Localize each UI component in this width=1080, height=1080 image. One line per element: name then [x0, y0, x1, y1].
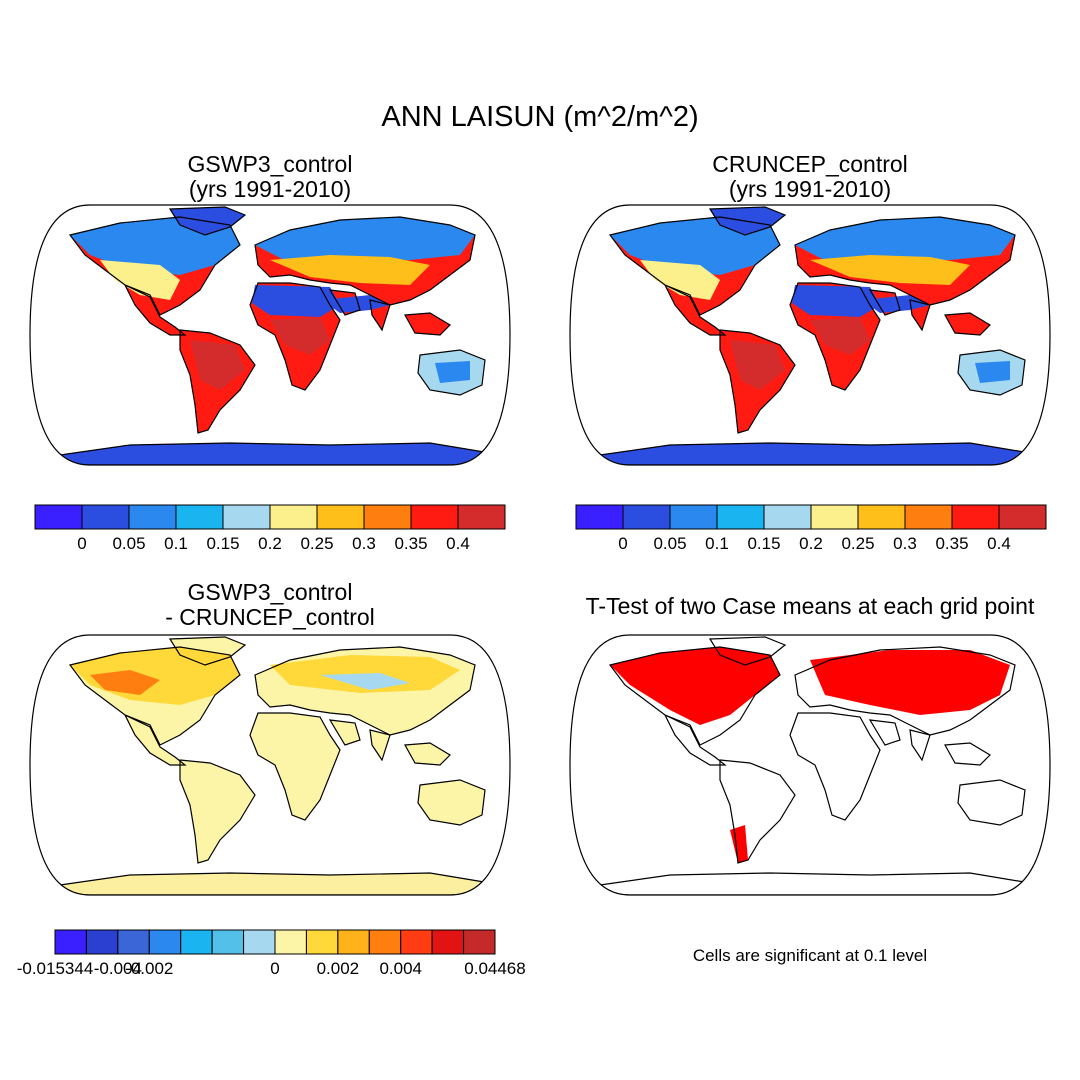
panel-title-line1: GSWP3_control: [187, 151, 353, 177]
colorbar-difference-tick-label: 0.004: [379, 959, 422, 978]
colorbar-cruncep-swatch-0: [575, 504, 624, 530]
colorbar-difference-swatch-6: [243, 929, 276, 955]
panel-title-ttest: T-Test of two Case means at each grid po…: [550, 594, 1070, 619]
panel-title-gswp3: GSWP3_control (yrs 1991-2010): [70, 152, 470, 202]
main-title: ANN LAISUN (m^2/m^2): [381, 101, 699, 133]
colorbar-gswp3-tick-label: 0.4: [446, 534, 470, 553]
colorbar-difference-swatch-5: [211, 929, 245, 955]
colorbar-difference-swatch-9: [337, 929, 370, 955]
colorbar-gswp3-tick-label: 0.3: [352, 534, 376, 553]
colorbar-difference-swatch-3: [148, 929, 182, 955]
colorbar-gswp3-tick-label: 0: [77, 534, 86, 553]
colorbar-gswp3-tick-label: 0.35: [394, 534, 427, 553]
colorbar-difference-swatch-7: [274, 929, 307, 955]
panel-title-cruncep: CRUNCEP_control (yrs 1991-2010): [610, 152, 1010, 202]
colorbar-gswp3-swatch-6: [316, 504, 365, 530]
colorbar-gswp3-swatch-7: [363, 504, 412, 530]
colorbar-cruncep-tick-label: 0.4: [987, 534, 1011, 553]
map-gswp3: [29, 204, 511, 466]
colorbar-gswp3-tick-label: 0.1: [164, 534, 188, 553]
panel-title-line1: CRUNCEP_control: [712, 151, 908, 177]
colorbar-difference-tick-label: -0.015344: [17, 959, 94, 978]
colorbar-cruncep-swatch-1: [622, 504, 671, 530]
colorbar-cruncep-tick-label: 0.3: [893, 534, 917, 553]
panel-title-line2: (yrs 1991-2010): [728, 176, 892, 202]
colorbar-cruncep-tick-label: 0.2: [799, 534, 823, 553]
colorbar-cruncep-tick-label: 0: [618, 534, 627, 553]
colorbar-cruncep-swatch-4: [763, 504, 812, 530]
colorbar-cruncep-swatch-3: [716, 504, 765, 530]
colorbar-difference-swatch-10: [368, 929, 402, 955]
colorbar-gswp3-swatch-4: [222, 504, 271, 530]
colorbar-difference-tick-label: 0.04468: [464, 959, 525, 978]
colorbar-difference-swatch-13: [463, 929, 496, 955]
colorbar-cruncep-tick-label: 0.35: [935, 534, 968, 553]
colorbar-gswp3-swatch-9: [457, 504, 506, 530]
colorbar-gswp3: 0 0.05 0.1 0.15 0.2 0.25 0.3 0.35 0.4: [34, 504, 506, 553]
significance-note: Cells are significant at 0.1 level: [692, 946, 928, 965]
colorbar-cruncep-swatch-6: [857, 504, 906, 530]
map-ttest: [569, 634, 1051, 896]
colorbar-cruncep-swatch-5: [810, 504, 859, 530]
colorbar-difference: -0.015344 -0.004-0.002 0 0.002 0.004 0.04468: [17, 929, 526, 978]
colorbar-gswp3-swatch-1: [81, 504, 130, 530]
panel-title-line1: GSWP3_control: [187, 579, 353, 605]
colorbar-cruncep: 0 0.05 0.1 0.15 0.2 0.25 0.3 0.35 0.4: [575, 504, 1047, 553]
colorbar-difference-swatch-2: [117, 929, 150, 955]
panel-title-line2: - CRUNCEP_control: [165, 604, 375, 630]
colorbar-cruncep-swatch-2: [669, 504, 718, 530]
colorbar-difference-tick-label: -0.002: [125, 959, 173, 978]
colorbar-difference-swatch-11: [400, 929, 433, 955]
colorbar-gswp3-tick-label: 0.2: [258, 534, 282, 553]
colorbar-difference-tick-label: -0.004: [94, 959, 142, 978]
colorbar-cruncep-tick-label: 0.05: [653, 534, 686, 553]
colorbar-cruncep-swatch-7: [904, 504, 953, 530]
colorbar-gswp3-swatch-8: [410, 504, 459, 530]
colorbar-gswp3-swatch-3: [175, 504, 224, 530]
panel-title-line2: (yrs 1991-2010): [188, 176, 352, 202]
colorbar-cruncep-swatch-8: [951, 504, 1000, 530]
colorbar-cruncep-swatch-9: [998, 504, 1047, 530]
map-difference: [29, 634, 511, 896]
colorbar-difference-swatch-0: [54, 929, 87, 955]
colorbar-cruncep-tick-label: 0.25: [841, 534, 874, 553]
colorbar-cruncep-tick-label: 0.15: [747, 534, 780, 553]
colorbar-gswp3-swatch-0: [34, 504, 83, 530]
colorbar-gswp3-tick-label: 0.05: [112, 534, 145, 553]
colorbar-difference-swatch-1: [85, 929, 119, 955]
panel-title-difference: GSWP3_control - CRUNCEP_control: [70, 580, 470, 630]
colorbar-difference-tick-label: 0: [270, 959, 279, 978]
colorbar-gswp3-swatch-5: [269, 504, 318, 530]
colorbar-difference-swatch-4: [180, 929, 213, 955]
colorbar-gswp3-swatch-2: [128, 504, 177, 530]
colorbar-cruncep-tick-label: 0.1: [705, 534, 729, 553]
colorbar-gswp3-tick-label: 0.25: [300, 534, 333, 553]
colorbar-difference-tick-label: 0.002: [317, 959, 360, 978]
colorbar-difference-swatch-8: [305, 929, 339, 955]
panel-title-line1: T-Test of two Case means at each grid po…: [585, 593, 1035, 619]
map-cruncep: [569, 204, 1051, 466]
colorbar-gswp3-tick-label: 0.15: [206, 534, 239, 553]
colorbar-difference-swatch-12: [431, 929, 465, 955]
